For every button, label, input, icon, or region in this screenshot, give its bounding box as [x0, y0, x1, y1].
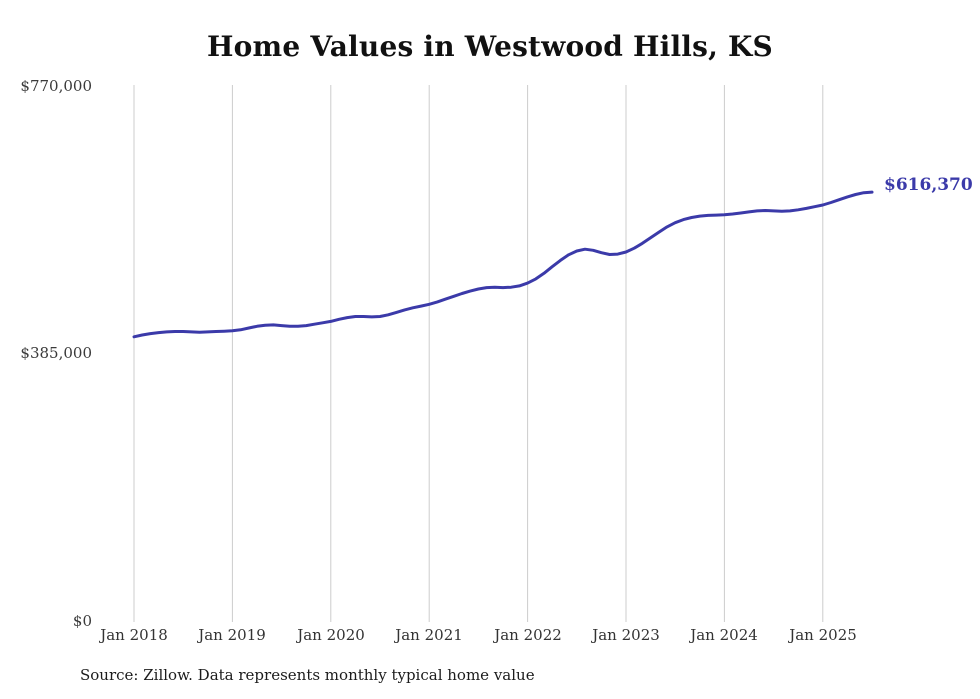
y-axis-tick-label: $385,000 [20, 344, 92, 362]
x-axis-tick-label: Jan 2023 [592, 626, 660, 644]
x-axis-tick-label: Jan 2018 [100, 626, 168, 644]
x-axis-tick-label: Jan 2024 [690, 626, 758, 644]
chart-title: Home Values in Westwood Hills, KS [207, 30, 773, 63]
y-axis-tick-label: $770,000 [20, 77, 92, 95]
latest-value-label: $616,370 [884, 175, 973, 195]
x-axis-tick-label: Jan 2019 [198, 626, 266, 644]
x-axis-tick-label: Jan 2022 [494, 626, 562, 644]
x-axis-tick-label: Jan 2020 [297, 626, 365, 644]
source-note: Source: Zillow. Data represents monthly … [80, 666, 535, 684]
home-value-line [132, 190, 874, 339]
x-axis-tick-label: Jan 2025 [789, 626, 857, 644]
y-axis-tick-label: $0 [72, 612, 92, 630]
x-axis-tick-label: Jan 2021 [395, 626, 463, 644]
